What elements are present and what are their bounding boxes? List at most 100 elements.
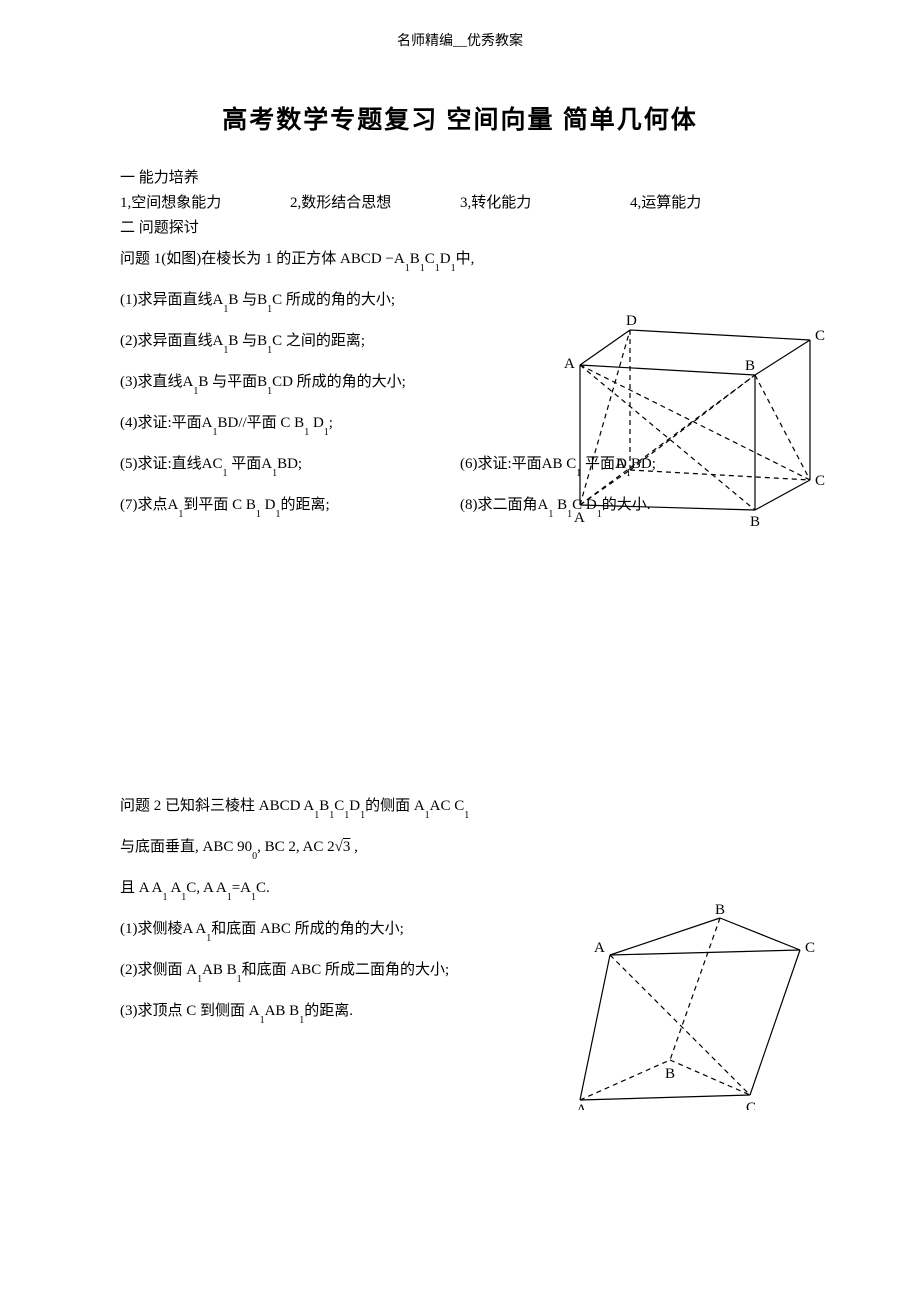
sub: 1: [178, 509, 183, 520]
sub: 1: [405, 263, 410, 274]
label-A1: A: [564, 356, 575, 372]
p1-intro-c: B: [410, 251, 420, 267]
sub: 1: [260, 1015, 265, 1026]
q2-c: C 之间的距离;: [272, 333, 365, 349]
label-A1: A: [594, 940, 605, 956]
sub: 1: [197, 974, 202, 985]
sub: 1: [344, 810, 349, 821]
p2-intro-d: D: [349, 798, 360, 814]
sub: 0: [252, 851, 257, 862]
p2-l3-a: 且 A A: [120, 880, 163, 896]
sub: 1: [425, 810, 430, 821]
q1-a: (1)求异面直线A: [120, 292, 223, 308]
spacer: [120, 534, 800, 784]
p1-intro-b: A: [394, 251, 405, 267]
q4-d: ;: [329, 415, 333, 431]
label-B1: B: [715, 902, 725, 918]
p2-l3-e: C.: [256, 880, 270, 896]
label-B1: B: [745, 358, 755, 374]
p1-q1: (1)求异面直线A1B 与B1C 所成的角的大小;: [120, 288, 800, 311]
p2q3-b: AB B: [265, 1003, 300, 1019]
q7-c: D: [261, 497, 276, 513]
p2-l3-d: =A: [232, 880, 251, 896]
sub: 1: [223, 468, 228, 479]
section1-heading: 一 能力培养: [120, 166, 800, 187]
cube-figure: D C A B D C A B: [550, 310, 830, 530]
section2-heading: 二 问题探讨: [120, 216, 800, 237]
q1-c: C 所成的角的大小;: [272, 292, 395, 308]
sub: 1: [435, 263, 440, 274]
sub: 1: [256, 509, 261, 520]
q4-c: D: [309, 415, 324, 431]
p2-line3: 且 A A1 A1C, A A1=A1C.: [120, 876, 800, 899]
p2q3-c: 的距离.: [304, 1003, 353, 1019]
q5-a: (5)求证:直线AC: [120, 456, 223, 472]
p2-l2-a: 与底面垂直, ABC 90: [120, 839, 252, 855]
sub: 1: [272, 468, 277, 479]
p1-intro-d: C: [425, 251, 435, 267]
sub: 1: [267, 386, 272, 397]
sub: 1: [251, 892, 256, 903]
q1-b: B 与B: [228, 292, 267, 308]
q2-a: (2)求异面直线A: [120, 333, 223, 349]
q5-b: 平面A: [228, 456, 273, 472]
sub: 1: [181, 892, 186, 903]
sub: 1: [237, 974, 242, 985]
ability-item-3: 3,转化能力: [460, 191, 630, 212]
q8-a: (8)求二面角A: [460, 497, 548, 513]
sub: 1: [206, 933, 211, 944]
label-B: B: [665, 1066, 675, 1082]
label-B: B: [750, 514, 760, 530]
q3-b: B 与平面B: [198, 374, 267, 390]
p2-line2: 与底面垂直, ABC 900, BC 2, AC 2√3 ,: [120, 835, 800, 858]
p2-intro-c: C: [334, 798, 344, 814]
p2-intro-e: 的侧面 A: [365, 798, 425, 814]
p2q1-b: 和底面 ABC 所成的角的大小;: [211, 921, 404, 937]
sub: 1: [314, 810, 319, 821]
p2q2-c: 和底面 ABC 所成二面角的大小;: [242, 962, 450, 978]
q5-c: BD;: [277, 456, 302, 472]
q7-b: 到平面 C B: [183, 497, 256, 513]
sub: 1: [267, 345, 272, 356]
label-A: A: [574, 510, 585, 526]
p2-l2-b: , BC 2, AC 2: [257, 839, 335, 855]
p2-intro-f: AC C: [430, 798, 465, 814]
p1-intro-e: D: [440, 251, 451, 267]
p2-intro-a: 问题 2 已知斜三棱柱 ABCD A: [120, 798, 314, 814]
label-C1: C: [815, 328, 825, 344]
p2-l3-b: A: [168, 880, 182, 896]
sub: 1: [464, 810, 469, 821]
label-C: C: [815, 473, 825, 489]
p2q2-a: (2)求侧面 A: [120, 962, 197, 978]
q3-a: (3)求直线A: [120, 374, 193, 390]
q3-c: CD 所成的角的大小;: [272, 374, 406, 390]
label-D: D: [616, 456, 627, 472]
sub: 1: [163, 892, 168, 903]
sub: 1: [213, 427, 218, 438]
sub: 1: [451, 263, 456, 274]
ability-item-4: 4,运算能力: [630, 191, 800, 212]
p2q2-b: AB B: [202, 962, 237, 978]
sub: 1: [420, 263, 425, 274]
prism-figure: B A C B A C: [550, 900, 830, 1110]
sub: 1: [223, 345, 228, 356]
ability-item-1: 1,空间想象能力: [120, 191, 290, 212]
sub: 1: [324, 427, 329, 438]
sub: 1: [304, 427, 309, 438]
page-header: 名师精编__优秀教案: [120, 30, 800, 50]
problem2-intro: 问题 2 已知斜三棱柱 ABCD A1B1C1D1的侧面 A1AC C1: [120, 794, 800, 817]
p2q3-a: (3)求顶点 C 到侧面 A: [120, 1003, 260, 1019]
ability-row: 1,空间想象能力 2,数形结合思想 3,转化能力 4,运算能力: [120, 191, 800, 212]
p2-intro-b: B: [319, 798, 329, 814]
sub: 1: [267, 304, 272, 315]
sub: 1: [360, 810, 365, 821]
label-D1: D: [626, 313, 637, 329]
sub: 1: [329, 810, 334, 821]
p1-q7: (7)求点A1到平面 C B1 D1的距离;: [120, 493, 460, 516]
label-C: C: [746, 1100, 756, 1110]
p2-l2-d: ,: [350, 839, 358, 855]
p1-intro-f: 中,: [456, 251, 475, 267]
p2-l3-c: C, A A: [186, 880, 226, 896]
p1-intro-a: 问题 1(如图)在棱长为 1 的正方体 ABCD: [120, 251, 385, 267]
p1-q5: (5)求证:直线AC1 平面A1BD;: [120, 452, 460, 475]
